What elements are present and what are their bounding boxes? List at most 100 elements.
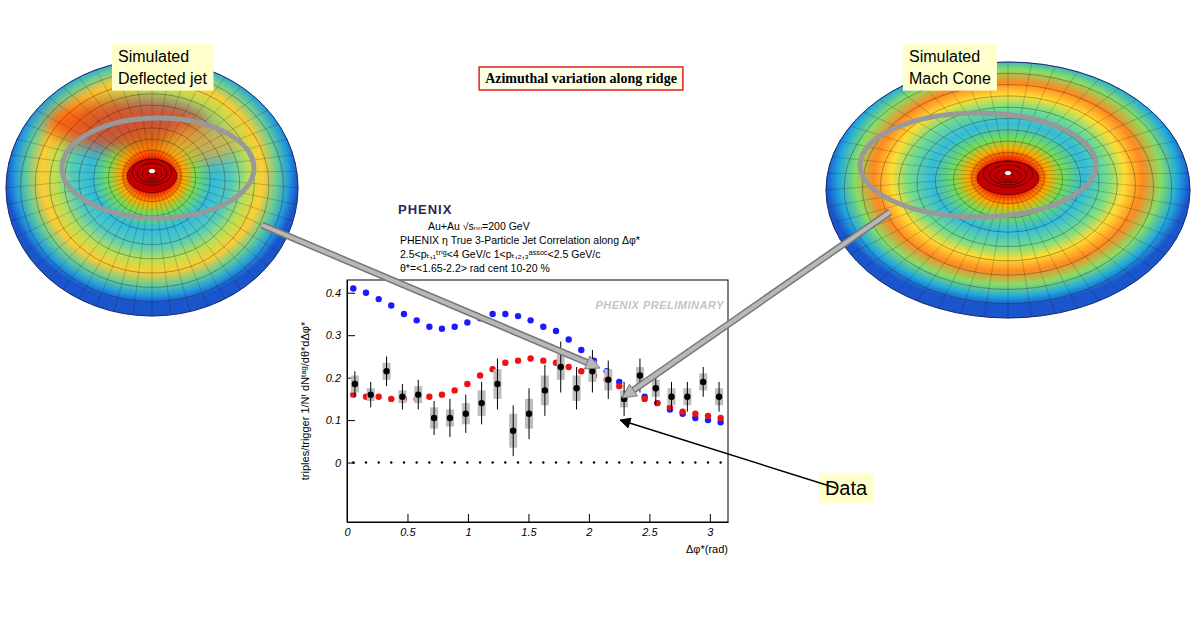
data-point <box>568 461 570 463</box>
arrow-shaft <box>634 212 890 390</box>
data-point <box>363 290 369 296</box>
tick: 1 <box>465 514 471 538</box>
data-point <box>413 317 419 323</box>
mesh-spoke <box>63 86 152 173</box>
data-point <box>415 461 417 463</box>
logo: PHENIX <box>398 202 452 217</box>
surface-peak <box>977 161 1039 194</box>
tick-label: 1 <box>465 526 471 538</box>
surface-mesh <box>6 60 298 316</box>
mesh-spoke <box>917 79 1008 175</box>
mesh-spoke <box>897 175 1008 292</box>
data-point <box>656 461 658 463</box>
arrow-head <box>620 418 631 428</box>
axis-line <box>348 522 729 523</box>
data-point <box>352 461 354 463</box>
series <box>351 342 723 457</box>
label-text: Azimuthal variation along ridge <box>485 71 677 86</box>
chart-subtitle: 2.5<pₜ,₁ᵗʳⁱᵍ<4 GeV/c 1<pₜ,₂,₃ᵃˢˢᵒᶜ<2.5 G… <box>400 248 600 260</box>
tick: 0.5 <box>400 514 416 538</box>
data-point <box>555 461 557 463</box>
tick-mark <box>407 514 408 522</box>
data-point <box>707 461 709 463</box>
label-background <box>479 67 683 90</box>
data-point <box>368 391 374 397</box>
chart-subtitle: PHENIX η True 3-Particle Jet Correlation… <box>400 234 640 246</box>
data-point <box>681 461 683 463</box>
data-point <box>653 385 659 391</box>
surface-base <box>6 60 298 316</box>
x-axis: 00.511.522.53 <box>344 514 728 538</box>
data-point <box>403 461 405 463</box>
data-point <box>352 381 358 387</box>
mesh-ring <box>826 62 1190 318</box>
data-point <box>415 391 421 397</box>
mesh-spoke <box>152 173 208 306</box>
peak-tip <box>149 169 155 173</box>
data-point <box>479 461 481 463</box>
data-point <box>654 400 660 406</box>
surface-peak <box>127 159 177 192</box>
data-point <box>489 311 495 317</box>
label-box: Data <box>819 473 874 503</box>
tick-mark <box>710 514 711 522</box>
data-point <box>478 400 484 406</box>
arrow-head <box>584 356 600 369</box>
tick-mark <box>468 514 469 522</box>
data-point <box>694 461 696 463</box>
data-point <box>463 411 469 417</box>
data-point <box>716 394 722 400</box>
data-point <box>365 461 367 463</box>
mesh-spoke <box>1008 112 1152 175</box>
tick-mark <box>347 420 355 421</box>
simulated-surface <box>826 62 1190 318</box>
series <box>350 285 724 425</box>
data-point <box>388 396 394 402</box>
tick: 0.3 <box>326 329 355 341</box>
tick: 0.2 <box>326 372 355 384</box>
label-box: Azimuthal variation along ridge <box>479 67 683 90</box>
tick-label: 1.5 <box>521 526 537 538</box>
data-point <box>502 311 508 317</box>
data-point <box>719 461 721 463</box>
data-point <box>377 461 379 463</box>
data-point <box>439 391 445 397</box>
tick: 1.5 <box>521 514 537 538</box>
tick-label: 0 <box>335 457 342 469</box>
data-point <box>668 394 674 400</box>
tick-label: 0.2 <box>326 372 341 384</box>
tick-label: 0.1 <box>326 414 341 426</box>
data-point <box>390 461 392 463</box>
data-point <box>491 461 493 463</box>
mesh-spoke <box>152 173 190 312</box>
tick-label: 2 <box>585 526 592 538</box>
data-point <box>526 411 532 417</box>
data-point <box>453 461 455 463</box>
data-point <box>717 415 723 421</box>
data-point <box>593 461 595 463</box>
mesh-ring <box>6 60 298 316</box>
arrow-outline <box>262 225 587 363</box>
data-point <box>428 461 430 463</box>
data-point <box>431 415 437 421</box>
slide: SimulatedDeflected jetSimulatedMach Cone… <box>0 0 1198 625</box>
y-axis-title: triples/trigger 1/Nᵗ dNᵗᵃᵍ/dθ*dΔφ* <box>299 321 311 480</box>
label-box: SimulatedDeflected jet <box>112 44 213 91</box>
data-point <box>654 400 660 406</box>
data-point <box>527 355 533 361</box>
mesh-spoke <box>917 175 1008 301</box>
data-point <box>540 324 546 330</box>
tick-label: 2.5 <box>641 526 658 538</box>
tick: 0 <box>335 457 355 469</box>
mesh-spoke <box>897 88 1008 175</box>
mesh-spoke <box>1008 175 1009 318</box>
data-point <box>578 347 584 353</box>
data-point <box>605 377 611 383</box>
data-point <box>401 311 407 317</box>
tick-mark <box>528 514 529 522</box>
mesh-spoke <box>1008 175 1078 308</box>
data-point <box>447 415 453 421</box>
mesh-spoke <box>1008 175 1055 314</box>
data-point <box>566 364 572 370</box>
tick: 2.5 <box>641 514 658 538</box>
